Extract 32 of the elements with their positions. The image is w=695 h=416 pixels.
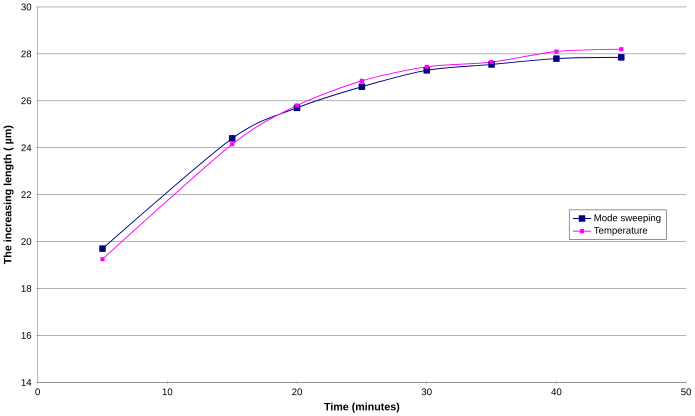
y-tick-label: 22: [21, 191, 32, 198]
point: [230, 142, 234, 146]
y-tick-label: 20: [21, 238, 32, 245]
x-tick-label: 50: [681, 388, 692, 396]
point: [619, 47, 624, 52]
point: [424, 64, 429, 69]
point: [100, 257, 105, 262]
point: [360, 78, 364, 83]
point: [489, 60, 494, 64]
point: [358, 83, 366, 90]
y-tick-label: 16: [22, 332, 32, 339]
point: [554, 49, 558, 54]
x-tick-label: 30: [422, 388, 432, 396]
x-axis-title: Time (minutes): [324, 402, 400, 412]
point: [294, 103, 300, 108]
legend-label: Temperature: [594, 226, 648, 236]
point: [99, 245, 106, 252]
x-tick-label: 40: [551, 388, 562, 396]
y-tick-label: 14: [22, 379, 32, 386]
y-tick-label: 28: [21, 50, 32, 58]
point: [228, 135, 236, 142]
point: [553, 55, 560, 62]
y-tick-label: 24: [21, 144, 32, 152]
x-tick-label: 20: [292, 388, 302, 396]
point: [618, 54, 625, 61]
legend-label: Mode sweeping: [594, 214, 660, 224]
y-tick-label: 18: [22, 285, 32, 292]
y-tick-label: 30: [21, 4, 32, 10]
x-tick-label: 0: [35, 388, 40, 396]
x-tick-label: 10: [162, 388, 172, 396]
y-axis-title: The increasing length ( µm): [4, 126, 14, 264]
y-tick-label: 26: [21, 97, 32, 104]
